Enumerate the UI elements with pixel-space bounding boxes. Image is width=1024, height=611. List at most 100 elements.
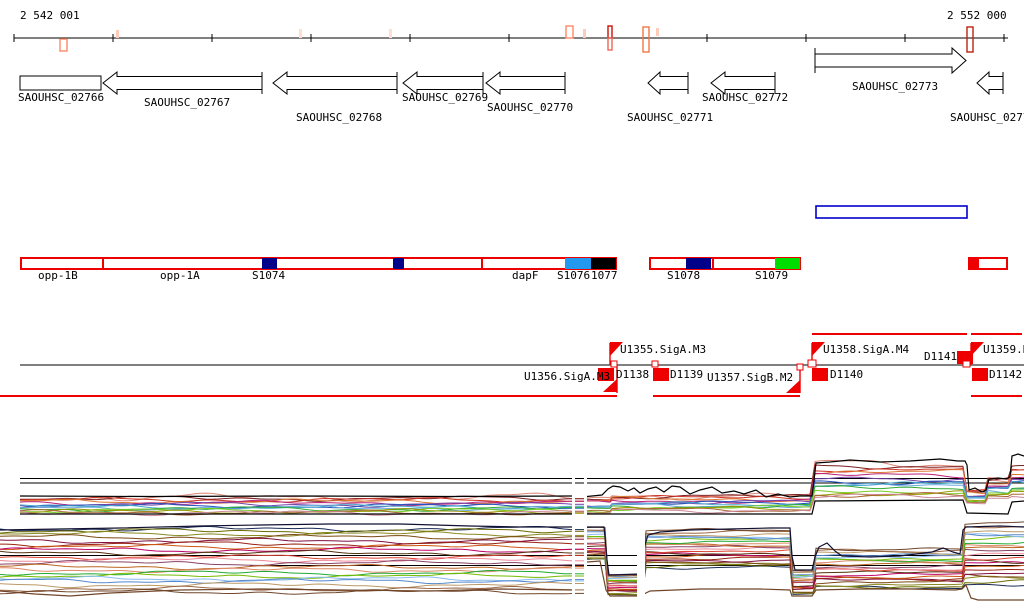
feature-segment-0-1[interactable] bbox=[393, 258, 404, 269]
ruler-end-label: 2 552 000 bbox=[947, 9, 1007, 22]
gene-arrow-SAOUHSC_02771[interactable] bbox=[647, 70, 689, 96]
tss-mark-2 bbox=[299, 29, 302, 38]
expr-series-lower-19-right bbox=[586, 526, 1024, 577]
expr-series-lower-11-right bbox=[586, 541, 1024, 585]
tu-open-square-4 bbox=[962, 360, 971, 368]
expr-series-lower-16-right bbox=[586, 533, 1024, 580]
tu-label-U1358: U1358.SigA.M4 bbox=[823, 343, 910, 356]
feature-segment-1-0[interactable] bbox=[686, 258, 711, 269]
expr-series-lower-6-left bbox=[0, 543, 573, 551]
expr-series-upper-3-left bbox=[19, 498, 573, 505]
feature-segment-0-0[interactable] bbox=[262, 258, 277, 269]
feature-label-S1077: 1077 bbox=[591, 269, 618, 282]
expr-series-lower-10-left bbox=[0, 557, 573, 564]
gene-label-SAOUHSC_02772: SAOUHSC_02772 bbox=[702, 91, 789, 104]
lower-env-top-0 bbox=[0, 523, 572, 531]
tu-label-D1140: D1140 bbox=[830, 368, 864, 381]
feature-segment-0-2[interactable] bbox=[565, 258, 591, 269]
gene-arrow-SAOUHSC_02773[interactable] bbox=[814, 46, 967, 75]
expr-series-upper-4-right bbox=[587, 472, 1024, 504]
feature-label-dapF: dapF bbox=[512, 269, 539, 282]
expr-series-lower-13-left bbox=[0, 567, 573, 574]
expr-series-lower-5-left bbox=[0, 541, 573, 548]
expr-series-lower-11-left bbox=[0, 559, 572, 566]
tu-flag-U1356.SigA.M3[interactable] bbox=[603, 379, 617, 392]
feature-segment-2-0[interactable] bbox=[969, 258, 979, 269]
blue-outline-box[interactable] bbox=[815, 205, 968, 219]
gene-arrow-SAOUHSC_02774[interactable] bbox=[976, 70, 1004, 96]
tu-square-D1139[interactable] bbox=[653, 368, 669, 381]
expr-series-upper-1-right bbox=[586, 464, 1024, 501]
feature-box-0[interactable] bbox=[20, 257, 617, 270]
expr-series-lower-8-left bbox=[0, 549, 572, 557]
gene-label-SAOUHSC_02767: SAOUHSC_02767 bbox=[144, 96, 231, 109]
tss-mark-7 bbox=[607, 37, 613, 51]
gene-arrow-SAOUHSC_02769[interactable] bbox=[402, 70, 484, 96]
tu-flag-U1357.SigB.M2[interactable] bbox=[786, 380, 800, 393]
tu-open-square-3 bbox=[807, 359, 817, 368]
upper-env-top-0 bbox=[19, 495, 573, 498]
expr-series-lower-9-left bbox=[0, 554, 572, 561]
tss-mark-1 bbox=[116, 30, 119, 38]
expr-series-lower-19-left bbox=[0, 585, 573, 593]
feature-label-S1079: S1079 bbox=[755, 269, 789, 282]
expr-series-upper-2-left bbox=[19, 496, 573, 503]
expr-series-lower-3-left bbox=[0, 533, 573, 540]
tu-label-U1355: U1355.SigA.M3 bbox=[620, 343, 707, 356]
feature-label-S1078: S1078 bbox=[667, 269, 701, 282]
feature-label-opp-1B: opp-1B bbox=[38, 269, 78, 282]
tss-mark-0 bbox=[59, 38, 68, 52]
expr-series-lower-12-right bbox=[586, 538, 1024, 583]
expr-series-upper-9-left bbox=[19, 506, 573, 513]
expr-series-lower-20-left bbox=[0, 588, 573, 595]
gene-label-SAOUHSC_02774: SAOUHSC_02774 bbox=[950, 111, 1024, 124]
expr-series-upper-12-left bbox=[19, 509, 573, 516]
expr-series-lower-16-left bbox=[0, 575, 572, 583]
gene-label-SAOUHSC_02770: SAOUHSC_02770 bbox=[487, 101, 574, 114]
tss-mark-4 bbox=[565, 25, 574, 39]
tss-mark-5 bbox=[583, 29, 586, 38]
gene-arrow-SAOUHSC_02768[interactable] bbox=[272, 70, 398, 96]
expr-series-lower-7-right bbox=[586, 547, 1024, 589]
gene-arrow-SAOUHSC_02767[interactable] bbox=[102, 70, 263, 96]
gene-arrow-SAOUHSC_02772[interactable] bbox=[710, 70, 776, 96]
lower-env-bottom-1 bbox=[586, 560, 1024, 601]
tu-square-D1142[interactable] bbox=[972, 368, 988, 381]
tss-mark-9 bbox=[656, 28, 659, 36]
tu-label-D1139: D1139 bbox=[670, 368, 704, 381]
expr-series-lower-7-left bbox=[0, 546, 572, 553]
expr-series-lower-8-right bbox=[586, 545, 1024, 588]
gene-label-SAOUHSC_02769: SAOUHSC_02769 bbox=[402, 91, 489, 104]
tu-flag-U1359.NB[interactable] bbox=[971, 342, 984, 356]
tu-label-U1359: U1359.NB bbox=[983, 343, 1024, 356]
tu-square-D1138[interactable] bbox=[598, 368, 614, 381]
tu-label-D1142: D1142 bbox=[989, 368, 1023, 381]
expr-series-upper-10-right bbox=[586, 489, 1024, 514]
gene-label-SAOUHSC_02768: SAOUHSC_02768 bbox=[296, 111, 383, 124]
expr-series-lower-5-right bbox=[586, 552, 1024, 592]
tu-label-U1357: U1357.SigB.M2 bbox=[707, 371, 794, 384]
feature-segment-0-3[interactable] bbox=[591, 258, 616, 269]
tu-open-square-2 bbox=[796, 363, 804, 371]
tu-label-D1138: D1138 bbox=[616, 368, 650, 381]
expr-series-lower-17-left bbox=[0, 578, 573, 585]
tu-square-D1140[interactable] bbox=[812, 368, 828, 381]
expr-white-slice bbox=[637, 520, 645, 602]
expr-series-lower-1-left bbox=[0, 528, 572, 535]
tss-mark-3 bbox=[389, 29, 392, 38]
feature-label-opp-1A: opp-1A bbox=[160, 269, 200, 282]
expr-series-lower-12-left bbox=[0, 563, 573, 571]
tu-label-D1141: D1141 bbox=[924, 350, 958, 363]
tu-flag-U1358.SigA.M4[interactable] bbox=[812, 342, 825, 356]
feature-label-S1074: S1074 bbox=[252, 269, 286, 282]
gene-arrow-SAOUHSC_02766[interactable] bbox=[19, 75, 102, 91]
gene-arrow-SAOUHSC_02770[interactable] bbox=[485, 70, 566, 96]
expr-series-lower-15-right bbox=[586, 535, 1024, 582]
tu-flag-U1355.SigA.M3[interactable] bbox=[610, 342, 623, 356]
tss-mark-8 bbox=[642, 26, 650, 53]
tu-open-square-1 bbox=[651, 360, 659, 368]
feature-segment-1-1[interactable] bbox=[775, 258, 800, 269]
upper-env-top-1 bbox=[586, 453, 1024, 498]
expr-series-lower-2-left bbox=[0, 530, 573, 537]
